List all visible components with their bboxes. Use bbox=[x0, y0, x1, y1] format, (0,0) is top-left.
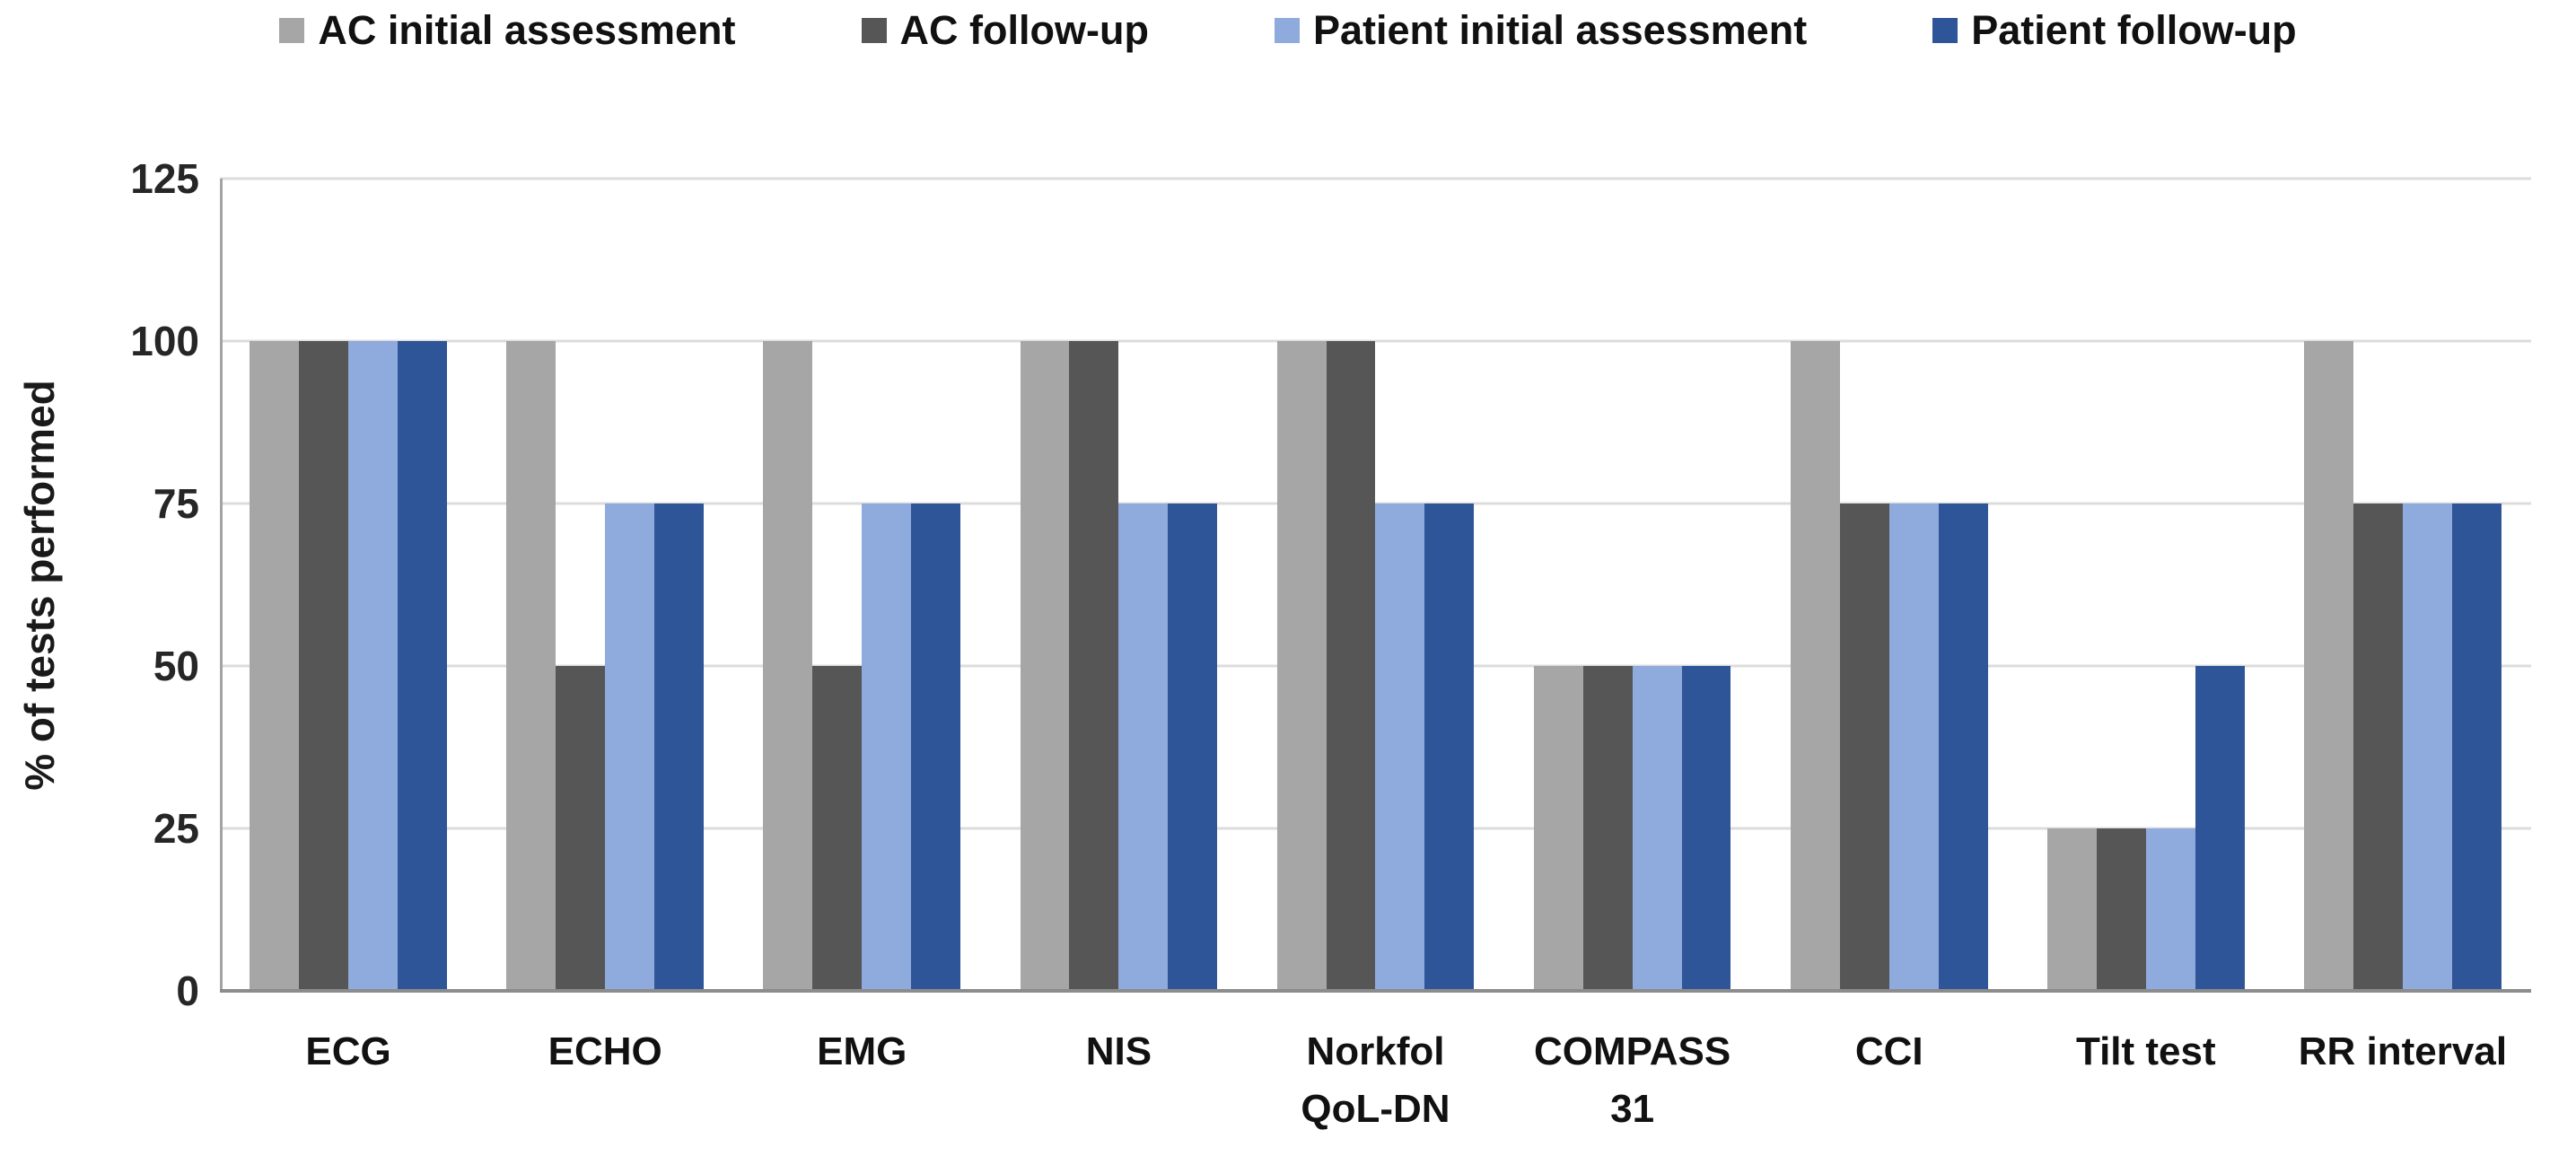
bar bbox=[299, 341, 349, 991]
legend-swatch-icon bbox=[861, 18, 887, 43]
x-axis-label: NIS bbox=[1085, 1029, 1152, 1073]
gridline bbox=[220, 177, 2531, 180]
legend-item: AC follow-up bbox=[861, 7, 1149, 54]
x-axis-label: EMG bbox=[817, 1029, 907, 1073]
bar bbox=[1118, 504, 1169, 991]
x-axis-label: RR interval bbox=[2298, 1029, 2508, 1073]
bar bbox=[1069, 341, 1119, 991]
bar bbox=[2402, 504, 2452, 991]
bar bbox=[2304, 341, 2353, 991]
bar bbox=[763, 341, 813, 991]
bar bbox=[1276, 341, 1327, 991]
bar bbox=[1888, 504, 1939, 991]
legend: AC initial assessment AC follow-up Patient… bbox=[0, 7, 2576, 54]
bar-groups bbox=[220, 179, 2531, 991]
bar-group bbox=[733, 179, 990, 991]
legend-label: AC initial assessment bbox=[318, 7, 736, 53]
legend-swatch-icon bbox=[1274, 18, 1300, 43]
x-axis-labels: ECG ECHO EMG NIS Norkfol QoL-DN COMPASS 31 CCI… bbox=[220, 1023, 2531, 1138]
y-tick-label: 100 bbox=[130, 318, 199, 364]
bar-group bbox=[220, 179, 477, 991]
x-axis-line bbox=[220, 989, 2531, 993]
bar bbox=[1632, 666, 1682, 991]
y-tick-label: 125 bbox=[130, 155, 199, 202]
x-axis-label: COMPASS 31 bbox=[1533, 1029, 1731, 1131]
x-axis-label: ECG bbox=[305, 1029, 391, 1073]
y-tick-label: 0 bbox=[176, 968, 199, 1014]
bar bbox=[1938, 504, 1988, 991]
bar bbox=[1168, 504, 1218, 991]
bar bbox=[556, 666, 606, 991]
x-axis-label: Tilt test bbox=[2075, 1029, 2216, 1073]
bar bbox=[1326, 341, 1376, 991]
bar bbox=[1839, 504, 1889, 991]
bar bbox=[1681, 666, 1731, 991]
bar bbox=[1020, 341, 1070, 991]
bar bbox=[911, 504, 961, 991]
legend-item: Patient initial assessment bbox=[1274, 7, 1808, 54]
bar bbox=[1582, 666, 1633, 991]
y-tick-label: 75 bbox=[153, 480, 199, 527]
x-axis-label: CCI bbox=[1854, 1029, 1923, 1073]
bar bbox=[2046, 828, 2097, 991]
bar bbox=[250, 341, 300, 991]
bar-group bbox=[2018, 179, 2274, 991]
bar bbox=[2096, 828, 2146, 991]
x-axis-label: Norkfol QoL-DN bbox=[1301, 1029, 1450, 1131]
bar bbox=[348, 341, 398, 991]
bar-group bbox=[1761, 179, 2018, 991]
bar bbox=[1790, 341, 1840, 991]
bar bbox=[2451, 504, 2502, 991]
y-axis-ticks: 0 25 50 75 100 125 bbox=[0, 155, 199, 1014]
bar bbox=[654, 504, 704, 991]
bar-group bbox=[477, 179, 733, 991]
legend-label: AC follow-up bbox=[899, 7, 1149, 53]
bar bbox=[1424, 504, 1475, 991]
legend-label: Patient initial assessment bbox=[1312, 7, 1808, 53]
bar-group bbox=[2274, 179, 2531, 991]
legend-item: AC initial assessment bbox=[279, 7, 736, 54]
bar bbox=[1375, 504, 1425, 991]
bar bbox=[2353, 504, 2403, 991]
bar bbox=[397, 341, 447, 991]
y-axis-line bbox=[220, 179, 223, 991]
bar bbox=[812, 666, 863, 991]
plot-area bbox=[220, 177, 2531, 993]
bar-group bbox=[1247, 179, 1503, 991]
bar bbox=[605, 504, 655, 991]
bar bbox=[2145, 828, 2195, 991]
legend-item: Patient follow-up bbox=[1932, 7, 2297, 54]
bar-group bbox=[990, 179, 1247, 991]
bar-group bbox=[1504, 179, 1761, 991]
gridline bbox=[220, 339, 2531, 343]
legend-label: Patient follow-up bbox=[1971, 7, 2297, 53]
y-tick-label: 25 bbox=[153, 805, 199, 852]
y-tick-label: 50 bbox=[153, 643, 199, 689]
bar bbox=[2195, 666, 2245, 991]
legend-swatch-icon bbox=[1932, 18, 1958, 43]
legend-swatch-icon bbox=[279, 18, 305, 43]
bar bbox=[506, 341, 556, 991]
x-axis-label: ECHO bbox=[548, 1029, 662, 1073]
bar bbox=[862, 504, 912, 991]
bar bbox=[1533, 666, 1583, 991]
